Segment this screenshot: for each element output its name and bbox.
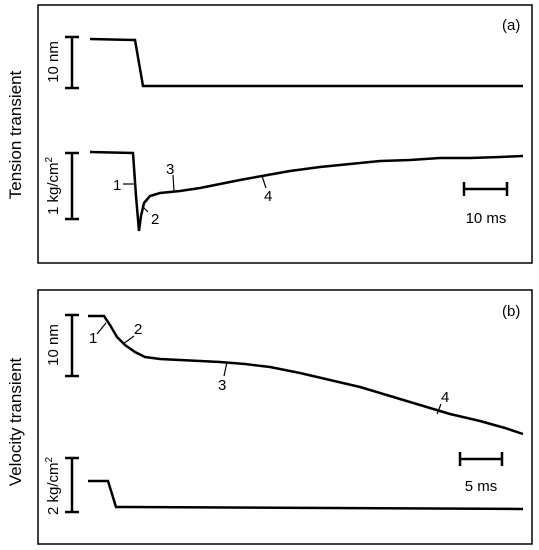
panel-a-length-scale-bar [65,35,79,90]
panel-a-time-scale-label: 10 ms [466,210,507,227]
panel-a-phase-4-leader [261,175,267,189]
panel-b-phase-3-leader [223,361,228,377]
panel-a-phase-2-leader [141,205,149,213]
panel-a-row-label: Tension transient [6,70,25,199]
panel-b-length-scale-label: 10 nm [45,324,62,366]
panel-b-row-label: Velocity transient [6,357,25,486]
panel-b-phase-4-leader [436,403,442,415]
panel-a-tension-scale-bar [65,151,79,221]
panel-a-frame [37,4,533,264]
panel-b-phase-4-label: 4 [441,389,449,406]
panel-b-tension-scale-bar [65,456,79,514]
panel-a-phase-2-label: 2 [151,211,159,228]
panel-b-phase-2-label: 2 [134,321,142,338]
panel-b-phase-1-leader [96,322,107,335]
panel-a-length-scale-label: 10 nm [45,41,62,83]
panel-a-tension-trace [89,150,524,232]
panel-b-length-trace [88,314,524,436]
panel-a-phase-markers [123,174,267,213]
panel-b-tension-scale-label: 2 kg/cm2 [44,457,62,516]
panel-b-length-scale-bar [65,313,79,378]
panel-b-phase-1-label: 1 [89,330,97,347]
panel-b-phase-2-leader [122,335,135,345]
panel-a-phase-4-label: 4 [264,188,272,205]
panel-a-phase-3-label: 3 [166,161,174,178]
panel-b-tag: (b) [502,303,520,320]
panel-a: (a) Tension transient 10 nm 1 kg/cm2 1 2… [6,4,533,264]
panel-a-tension-scale-label: 1 kg/cm2 [44,157,62,216]
panel-b-phase-markers [96,322,442,415]
panel-a-length-trace [89,37,523,88]
panel-a-tag: (a) [502,17,520,34]
panel-a-phase-3-leader [172,174,175,192]
panel-a-phase-1-label: 1 [113,177,121,194]
panel-a-time-scale-bar [462,182,509,196]
panel-b-time-scale-label: 5 ms [465,478,498,495]
panel-b-time-scale-bar [458,452,504,466]
panel-b-tension-trace [88,479,524,511]
panel-b-phase-3-label: 3 [218,377,226,394]
panel-b: (b) Velocity transient 10 nm 1 2 3 4 2 k… [6,289,533,545]
panel-b-frame [37,289,533,545]
